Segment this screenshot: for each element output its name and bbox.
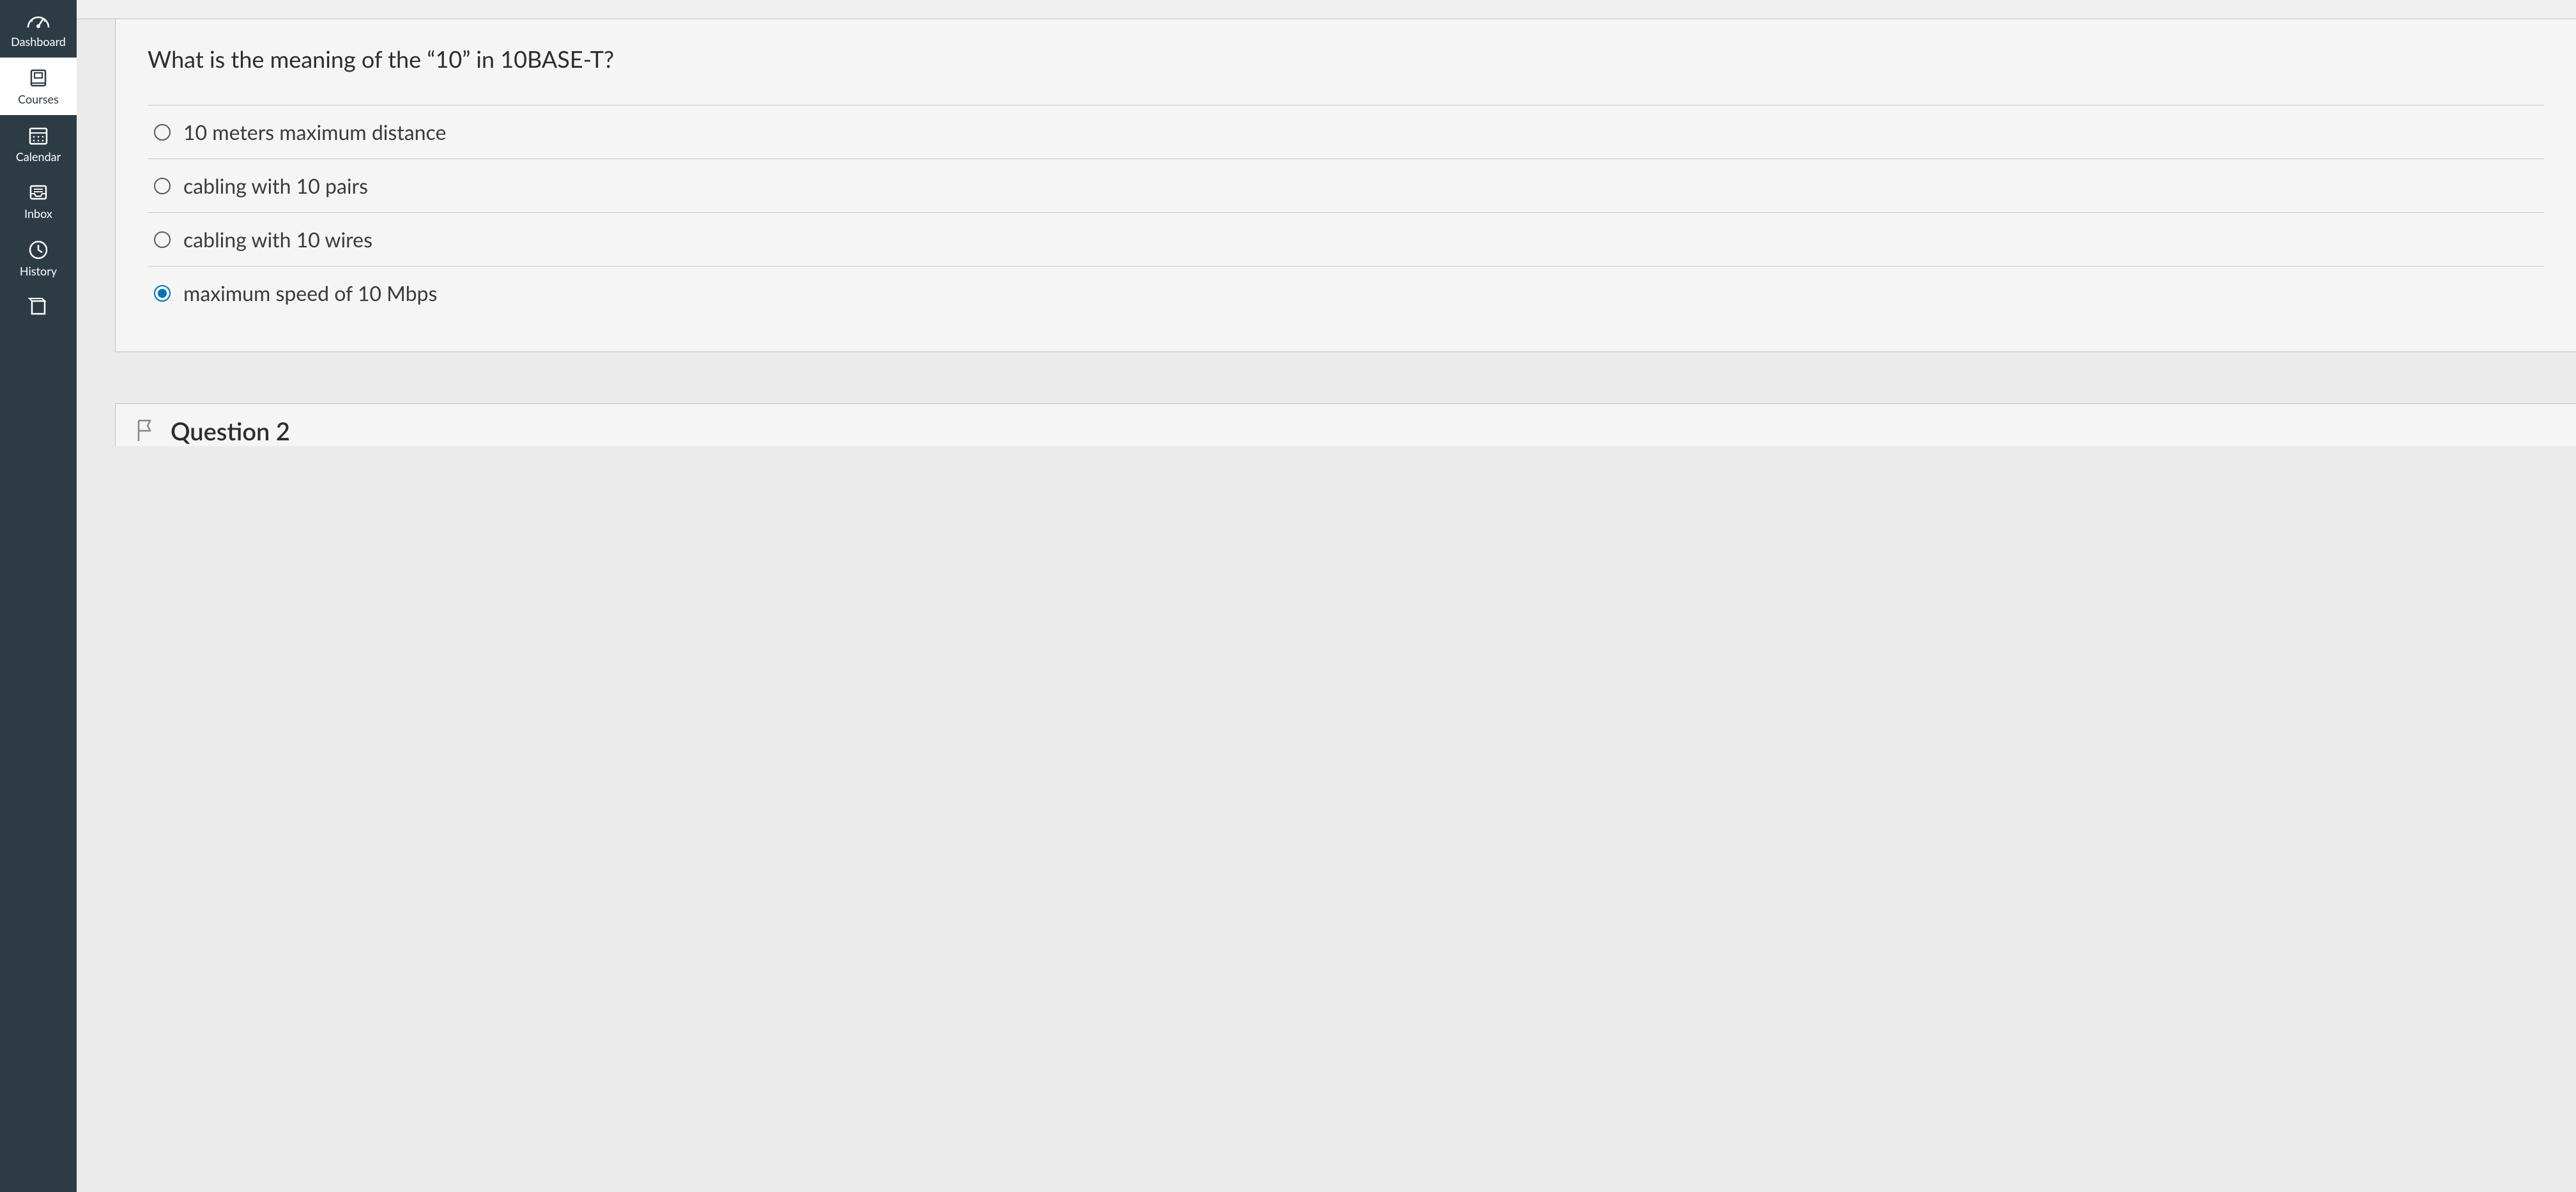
sidebar-item-label: History — [20, 265, 57, 278]
courses-icon — [27, 66, 50, 89]
option-row[interactable]: cabling with 10 pairs — [148, 159, 2544, 213]
option-row[interactable]: maximum speed of 10 Mbps — [148, 267, 2544, 320]
radio-button[interactable] — [154, 124, 171, 141]
radio-button[interactable] — [154, 231, 171, 248]
next-question-title: Question 2 — [171, 417, 290, 446]
calendar-icon — [27, 124, 50, 147]
options-list: 10 meters maximum distance cabling with … — [148, 105, 2544, 320]
option-label: maximum speed of 10 Mbps — [183, 281, 437, 306]
top-bar-gap — [77, 0, 2576, 19]
sidebar-item-label: Dashboard — [11, 36, 66, 49]
option-label: 10 meters maximum distance — [183, 120, 446, 144]
next-question-header: Question 2 — [115, 403, 2576, 446]
commons-icon — [27, 296, 50, 319]
sidebar-nav: Dashboard Courses Calendar — [0, 0, 77, 1192]
sidebar-item-dashboard[interactable]: Dashboard — [0, 0, 77, 58]
radio-button-selected[interactable] — [154, 285, 171, 302]
inbox-icon — [27, 181, 50, 204]
question-card: What is the meaning of the “10” in 10BAS… — [115, 19, 2576, 352]
sidebar-item-courses[interactable]: Courses — [0, 58, 77, 115]
sidebar-item-commons[interactable] — [0, 287, 77, 328]
option-row[interactable]: cabling with 10 wires — [148, 213, 2544, 267]
flag-icon[interactable] — [135, 418, 155, 445]
option-row[interactable]: 10 meters maximum distance — [148, 105, 2544, 159]
sidebar-item-label: Calendar — [16, 151, 61, 164]
sidebar-item-label: Courses — [18, 93, 59, 106]
history-icon — [27, 238, 50, 261]
sidebar-item-calendar[interactable]: Calendar — [0, 115, 77, 173]
sidebar-item-history[interactable]: History — [0, 229, 77, 287]
question-body: What is the meaning of the “10” in 10BAS… — [116, 19, 2576, 352]
radio-button[interactable] — [154, 178, 171, 194]
sidebar-item-inbox[interactable]: Inbox — [0, 172, 77, 229]
sidebar-item-label: Inbox — [24, 208, 52, 221]
main-content: What is the meaning of the “10” in 10BAS… — [77, 0, 2576, 1192]
option-label: cabling with 10 wires — [183, 227, 372, 252]
option-label: cabling with 10 pairs — [183, 173, 368, 198]
question-text: What is the meaning of the “10” in 10BAS… — [148, 45, 2544, 73]
dashboard-icon — [26, 9, 51, 32]
